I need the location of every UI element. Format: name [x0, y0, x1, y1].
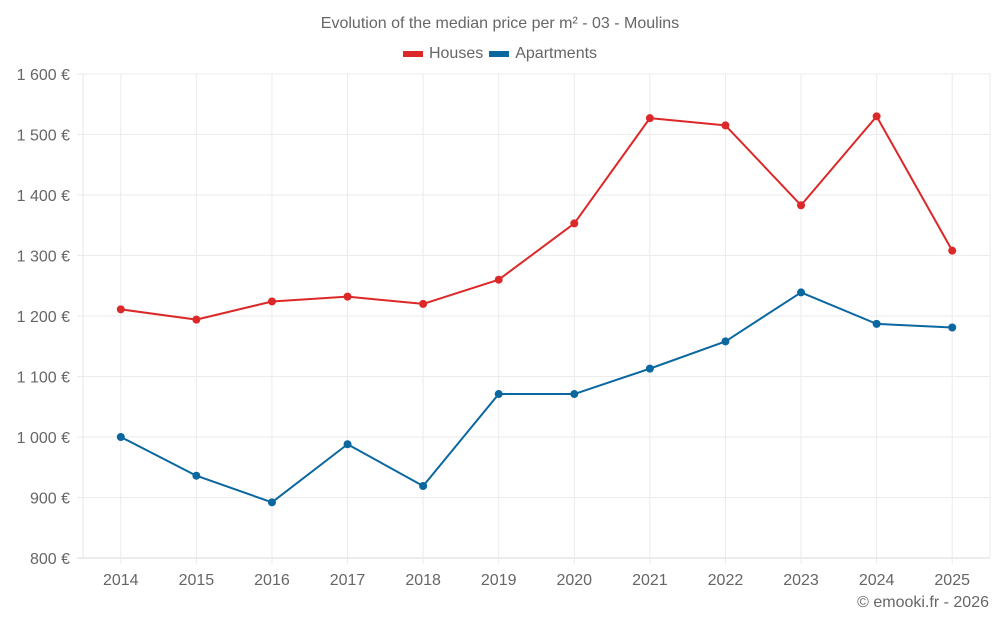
y-tick-label: 1 500 €: [17, 128, 70, 145]
data-point-apartments-2015: [192, 471, 201, 480]
data-point-houses-2014: [116, 305, 125, 314]
data-point-houses-2025: [948, 246, 957, 255]
chart-title: Evolution of the median price per m² - 0…: [320, 15, 680, 32]
data-point-houses-2019: [494, 275, 503, 284]
data-point-apartments-2022: [721, 337, 730, 346]
copyright-text: © emooki.fr - 2026: [857, 594, 989, 611]
y-tick-label: 1 600 €: [17, 67, 70, 84]
x-tick-label: 2018: [405, 572, 441, 589]
data-point-apartments-2019: [494, 390, 503, 399]
x-tick-label: 2020: [556, 572, 592, 589]
x-tick-label: 2016: [254, 572, 290, 589]
data-point-apartments-2023: [797, 288, 806, 297]
x-tick-label: 2022: [708, 572, 744, 589]
x-tick-label: 2019: [481, 572, 517, 589]
data-point-apartments-2025: [948, 323, 957, 332]
y-tick-label: 1 000 €: [17, 430, 70, 447]
x-tick-label: 2014: [103, 572, 139, 589]
series-line-houses: [120, 115, 954, 321]
data-point-apartments-2014: [116, 433, 125, 441]
legend-swatch-houses: [402, 51, 423, 57]
data-point-houses-2018: [419, 299, 428, 308]
y-tick-label: 1 200 €: [17, 309, 70, 326]
legend-label-apartments: Apartments: [515, 45, 598, 62]
y-tick-label: 1 300 €: [17, 249, 70, 266]
legend-label-houses: Houses: [428, 45, 484, 62]
data-point-apartments-2021: [645, 364, 654, 373]
data-point-houses-2021: [645, 114, 654, 123]
legend-swatch-apartments: [489, 51, 510, 57]
data-point-houses-2023: [797, 201, 806, 210]
x-tick-label: 2015: [179, 572, 215, 589]
data-point-apartments-2016: [267, 498, 276, 507]
y-tick-label: 800 €: [30, 551, 70, 568]
y-tick-label: 1 400 €: [17, 188, 70, 205]
x-tick-label: 2024: [859, 572, 895, 589]
data-point-apartments-2020: [570, 390, 579, 399]
legend-item-houses[interactable]: Houses: [402, 45, 484, 63]
x-tick-label: 2025: [934, 572, 970, 589]
data-point-houses-2022: [721, 121, 730, 130]
y-tick-label: 900 €: [30, 491, 70, 508]
data-point-houses-2020: [570, 219, 579, 228]
data-point-houses-2016: [267, 297, 276, 306]
x-tick-label: 2017: [330, 572, 366, 589]
data-point-apartments-2018: [419, 482, 428, 491]
y-tick-label: 1 100 €: [17, 370, 70, 387]
legend: Houses Apartments: [0, 45, 1000, 63]
legend-item-apartments[interactable]: Apartments: [489, 45, 597, 63]
data-point-apartments-2024: [872, 319, 881, 328]
data-point-houses-2017: [343, 292, 352, 301]
data-point-houses-2024: [872, 112, 881, 121]
data-point-apartments-2017: [343, 440, 352, 449]
data-point-houses-2015: [192, 315, 201, 324]
x-tick-label: 2023: [783, 572, 819, 589]
x-tick-label: 2021: [632, 572, 668, 589]
series-line-apartments: [120, 291, 953, 504]
